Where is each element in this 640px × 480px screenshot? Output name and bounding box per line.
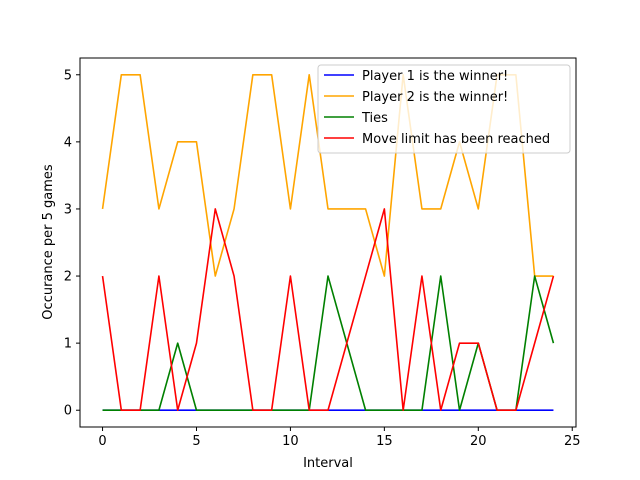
legend-box <box>317 64 571 154</box>
series-line-4 <box>101 208 555 412</box>
x-tick-label: 5 <box>192 434 200 449</box>
y-tick-label: 2 <box>64 270 72 285</box>
y-tick-label: 0 <box>64 404 72 419</box>
legend-label-1: Player 1 is the winner! <box>362 69 508 84</box>
y-tick-label: 3 <box>64 202 72 217</box>
x-axis-label: Interval <box>303 456 353 471</box>
x-tick-label: 10 <box>282 434 299 449</box>
x-tick-label: 15 <box>376 434 393 449</box>
legend-label-4: Move limit has been reached <box>362 132 550 147</box>
y-tick-label: 5 <box>64 68 72 83</box>
legend: Player 1 is the winner! Player 2 is the w… <box>317 64 571 154</box>
x-axis: 0 5 10 15 20 25 <box>98 427 581 449</box>
legend-label-2: Player 2 is the winner! <box>362 90 508 105</box>
x-tick-label: 25 <box>564 434 581 449</box>
x-tick-label: 20 <box>470 434 487 449</box>
y-tick-label: 1 <box>64 337 72 352</box>
x-tick-label: 0 <box>98 434 106 449</box>
y-tick-label: 4 <box>64 135 72 150</box>
plot-frame <box>79 57 577 428</box>
series-layer <box>101 73 555 412</box>
series-line-2 <box>101 73 554 277</box>
y-axis: 0 1 2 3 4 5 <box>64 68 80 419</box>
y-axis-label: Occurance per 5 games <box>41 164 56 320</box>
legend-label-3: Ties <box>361 111 388 126</box>
